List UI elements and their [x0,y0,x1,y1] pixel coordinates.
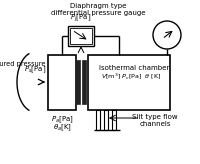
Bar [70,28,92,44]
Bar [48,55,76,110]
Text: $\theta_a$[K]: $\theta_a$[K] [53,123,71,133]
Text: Diaphragm type: Diaphragm type [70,3,126,9]
Text: $P_a$[Pa]: $P_a$[Pa] [51,115,73,125]
Text: Measured pressure: Measured pressure [0,61,46,67]
Bar [96,110,100,130]
Bar [76,60,80,104]
Bar [88,55,170,110]
Text: Isothermal chamber: Isothermal chamber [99,65,169,71]
Text: differential pressure gauge: differential pressure gauge [51,10,145,16]
Text: $P_j$[Pa]: $P_j$[Pa] [70,13,92,24]
Bar [82,60,86,104]
Text: $P_s$[Pa]: $P_s$[Pa] [24,65,46,75]
Text: $V$[m$^3$] $P_c$[Pa]  $\theta$ [K]: $V$[m$^3$] $P_c$[Pa] $\theta$ [K] [101,72,161,82]
Text: Slit type flow
channels: Slit type flow channels [132,113,178,126]
Bar [68,26,94,46]
Bar [104,110,108,130]
Bar [112,110,116,130]
